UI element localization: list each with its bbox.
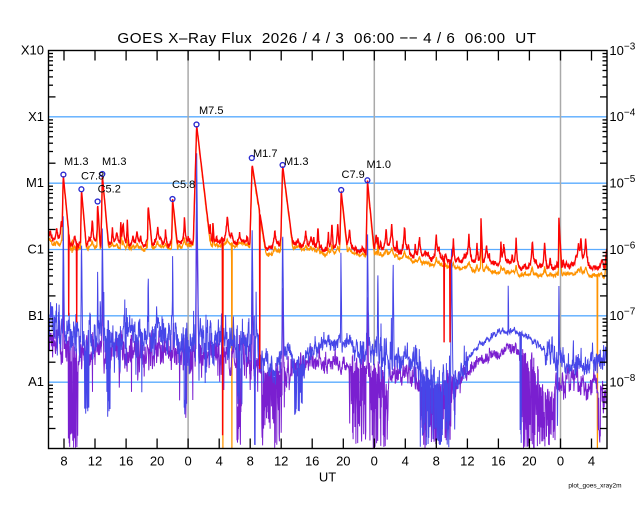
svg-text:X1: X1 bbox=[28, 109, 44, 124]
svg-text:12: 12 bbox=[88, 454, 102, 469]
svg-text:0: 0 bbox=[557, 454, 564, 469]
svg-text:4: 4 bbox=[216, 454, 223, 469]
svg-text:4: 4 bbox=[588, 454, 595, 469]
svg-text:GOES X–Ray Flux 2026 / 4 / 3: GOES X–Ray Flux 2026 / 4 / 3 06:00 −− 4 … bbox=[117, 30, 536, 47]
svg-text:16: 16 bbox=[491, 454, 505, 469]
svg-text:0: 0 bbox=[184, 454, 191, 469]
svg-text:12: 12 bbox=[460, 454, 474, 469]
svg-text:8: 8 bbox=[247, 454, 254, 469]
svg-text:C7.8: C7.8 bbox=[81, 171, 104, 183]
svg-text:12: 12 bbox=[274, 454, 288, 469]
svg-text:0: 0 bbox=[371, 454, 378, 469]
svg-text:M1: M1 bbox=[26, 175, 44, 190]
svg-text:16: 16 bbox=[119, 454, 133, 469]
svg-text:UT: UT bbox=[319, 470, 336, 485]
svg-text:20: 20 bbox=[522, 454, 536, 469]
svg-text:M1.3: M1.3 bbox=[102, 156, 126, 168]
svg-text:4: 4 bbox=[402, 454, 409, 469]
svg-text:20: 20 bbox=[336, 454, 350, 469]
svg-text:A1: A1 bbox=[28, 374, 44, 389]
svg-text:16: 16 bbox=[305, 454, 319, 469]
svg-text:M1.3: M1.3 bbox=[284, 156, 308, 168]
svg-text:M1.7: M1.7 bbox=[253, 148, 277, 160]
svg-text:C5.8: C5.8 bbox=[172, 179, 195, 191]
svg-text:C5.2: C5.2 bbox=[98, 184, 121, 196]
svg-text:20: 20 bbox=[150, 454, 164, 469]
svg-text:M7.5: M7.5 bbox=[199, 105, 223, 117]
svg-text:8: 8 bbox=[60, 454, 67, 469]
svg-text:M1.3: M1.3 bbox=[64, 156, 88, 168]
svg-text:plot_goes_xray2m: plot_goes_xray2m bbox=[568, 483, 621, 490]
svg-text:8: 8 bbox=[433, 454, 440, 469]
svg-text:B1: B1 bbox=[28, 308, 44, 323]
svg-text:C1: C1 bbox=[27, 242, 44, 257]
svg-text:M1.0: M1.0 bbox=[367, 159, 391, 171]
svg-text:C7.9: C7.9 bbox=[342, 169, 365, 181]
svg-text:X10: X10 bbox=[21, 43, 44, 58]
